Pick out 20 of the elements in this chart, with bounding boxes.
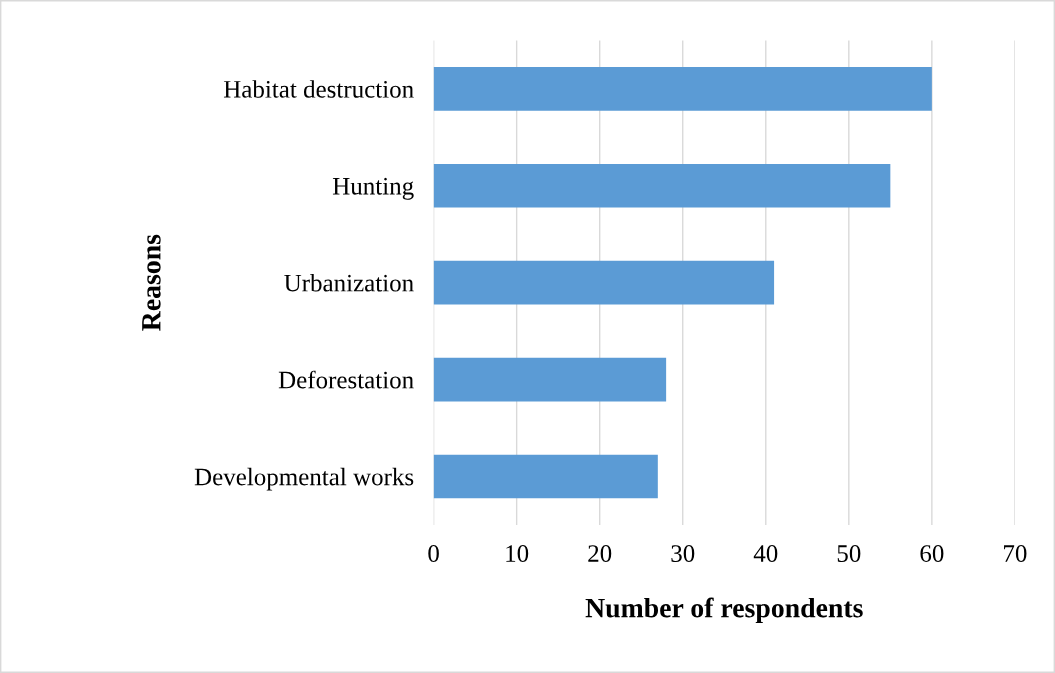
bar [433,67,932,111]
x-axis-title: Number of respondents [585,597,863,624]
bar [433,357,667,402]
x-tick-label: 70 [1004,545,1027,562]
x-tick-label: 40 [753,545,778,562]
bar [433,163,891,208]
y-tick-label: Hunting [332,177,414,200]
y-axis-title: Reasons [142,234,161,331]
x-tick-label: 60 [920,545,944,562]
x-tick-label: 50 [837,545,861,562]
bar [433,454,658,499]
y-tick-label: Developmental works [194,467,414,491]
y-tick-label: Deforestation [278,370,414,389]
x-tick-label: 0 [428,545,439,562]
bar [433,260,775,305]
y-tick-label: Habitat destruction [223,80,414,98]
x-tick-label: 20 [588,545,612,562]
y-tick-label: Urbanization [284,273,414,292]
x-tick-label: 10 [506,545,529,562]
x-tick-label: 30 [671,545,695,562]
